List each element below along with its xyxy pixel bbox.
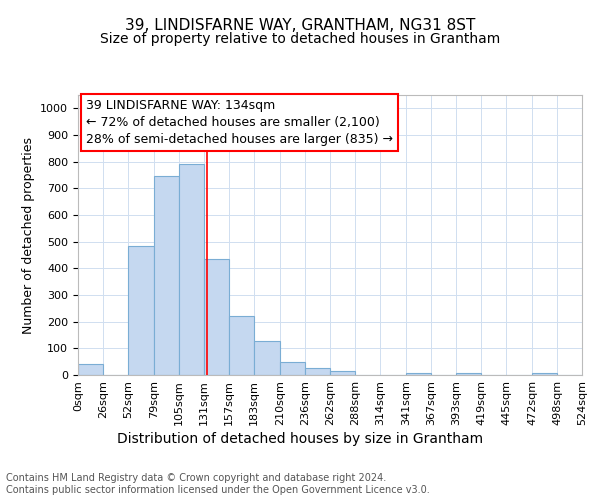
Bar [330, 371, 355, 375]
Bar [532, 373, 557, 375]
Bar [254, 341, 280, 375]
Bar [305, 368, 330, 375]
Text: 39, LINDISFARNE WAY, GRANTHAM, NG31 8ST: 39, LINDISFARNE WAY, GRANTHAM, NG31 8ST [125, 18, 475, 32]
Bar [406, 373, 431, 375]
Text: Size of property relative to detached houses in Grantham: Size of property relative to detached ho… [100, 32, 500, 46]
Bar [78, 364, 103, 375]
Y-axis label: Number of detached properties: Number of detached properties [22, 136, 35, 334]
Text: 39 LINDISFARNE WAY: 134sqm
← 72% of detached houses are smaller (2,100)
28% of s: 39 LINDISFARNE WAY: 134sqm ← 72% of deta… [86, 99, 392, 146]
Bar [154, 176, 179, 375]
Bar [229, 316, 254, 375]
Bar [179, 164, 204, 375]
Bar [204, 260, 229, 375]
Text: Distribution of detached houses by size in Grantham: Distribution of detached houses by size … [117, 432, 483, 446]
Bar [128, 246, 154, 375]
Text: Contains HM Land Registry data © Crown copyright and database right 2024.
Contai: Contains HM Land Registry data © Crown c… [6, 474, 430, 495]
Bar [456, 373, 481, 375]
Bar [280, 362, 305, 375]
